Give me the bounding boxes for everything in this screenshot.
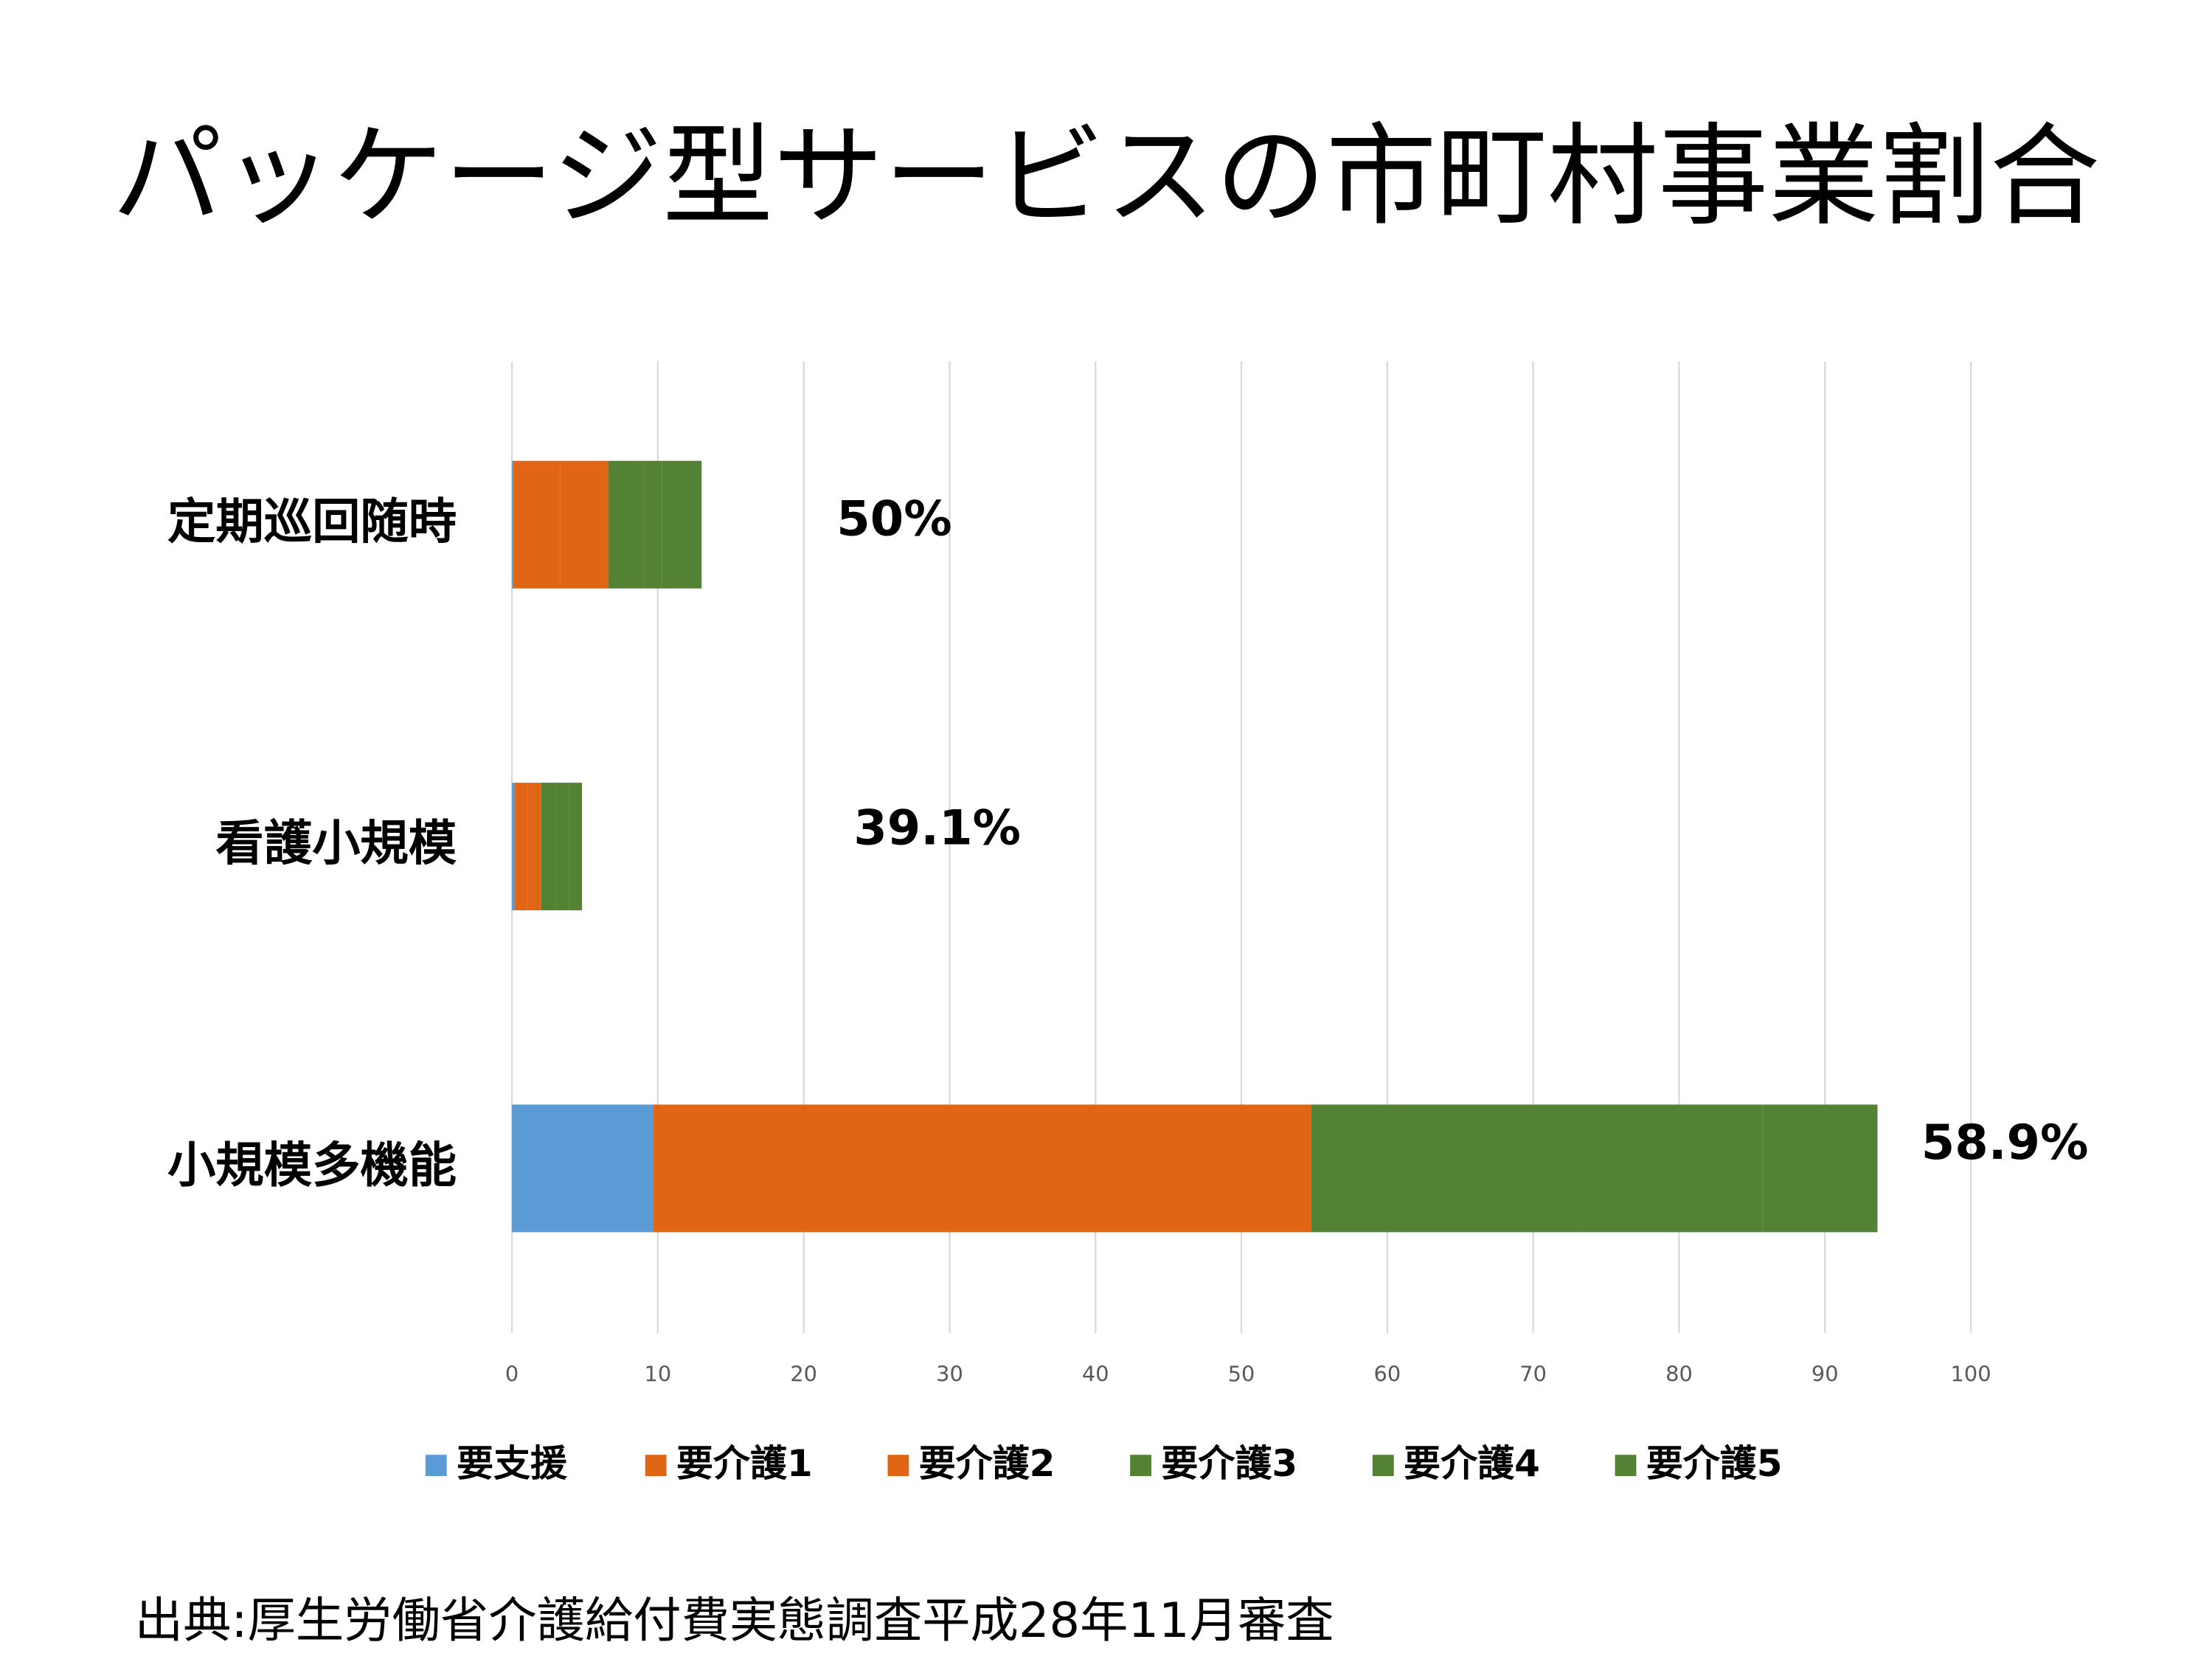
x-tick-label: 30 [936,1362,963,1387]
legend-label: 要介護3 [1161,1442,1297,1485]
legend-label: 要支援 [457,1442,568,1485]
x-tick-label: 50 [1228,1362,1255,1387]
legend-swatch [1372,1455,1394,1477]
source-note: 出典:厚生労働省介護給付費実態調査平成28年11月審査 [135,1593,1334,1649]
bar-segment [981,1104,1312,1233]
bar-segment [541,783,556,911]
bar-segment [662,460,702,589]
annotation: 50% [836,491,951,547]
x-tick-label: 80 [1665,1362,1693,1387]
x-tick-label: 20 [790,1362,817,1387]
legend-label: 要介護2 [919,1442,1055,1485]
bar-segment [653,1104,982,1233]
annotation: 58.9% [1921,1115,2089,1171]
legend-swatch [1615,1455,1637,1477]
bar-segment [1579,1104,1763,1233]
annotation: 39.1% [853,800,1021,856]
chart-title: パッケージ型サービスの市町村事業割合 [112,113,2101,241]
bar-segment [569,783,583,911]
y-tick-label: 定期巡回随時 [167,493,457,550]
y-tick-label: 看護小規模 [215,816,457,872]
legend-label: 要介護1 [676,1442,813,1485]
bar-segment [1762,1104,1878,1233]
bar-segment [512,460,514,589]
bar-segment [512,1104,653,1233]
legend-swatch [645,1455,667,1477]
legend-label: 要介護4 [1404,1442,1540,1485]
x-tick-label: 40 [1082,1362,1109,1387]
legend-swatch [887,1455,909,1477]
x-tick-label: 70 [1519,1362,1547,1387]
legend-swatch [1130,1455,1152,1477]
x-tick-label: 90 [1811,1362,1839,1387]
x-tick-label: 100 [1951,1362,1991,1387]
bar-segment [513,460,561,589]
bar-segment [560,460,609,589]
legend-swatch [425,1455,447,1477]
legend-label: 要介護5 [1646,1442,1783,1485]
bar-segment [608,460,644,589]
x-tick-label: 10 [645,1362,672,1387]
bar-segment [1311,1104,1580,1233]
bar-segment [512,783,516,911]
bar-segment [527,783,541,911]
y-tick-label: 小規模多機能 [167,1137,457,1194]
bar-segment [643,460,662,589]
x-tick-label: 0 [505,1362,519,1387]
bar-segment [515,783,528,911]
x-tick-label: 60 [1374,1362,1401,1387]
bar-segment [555,783,569,911]
